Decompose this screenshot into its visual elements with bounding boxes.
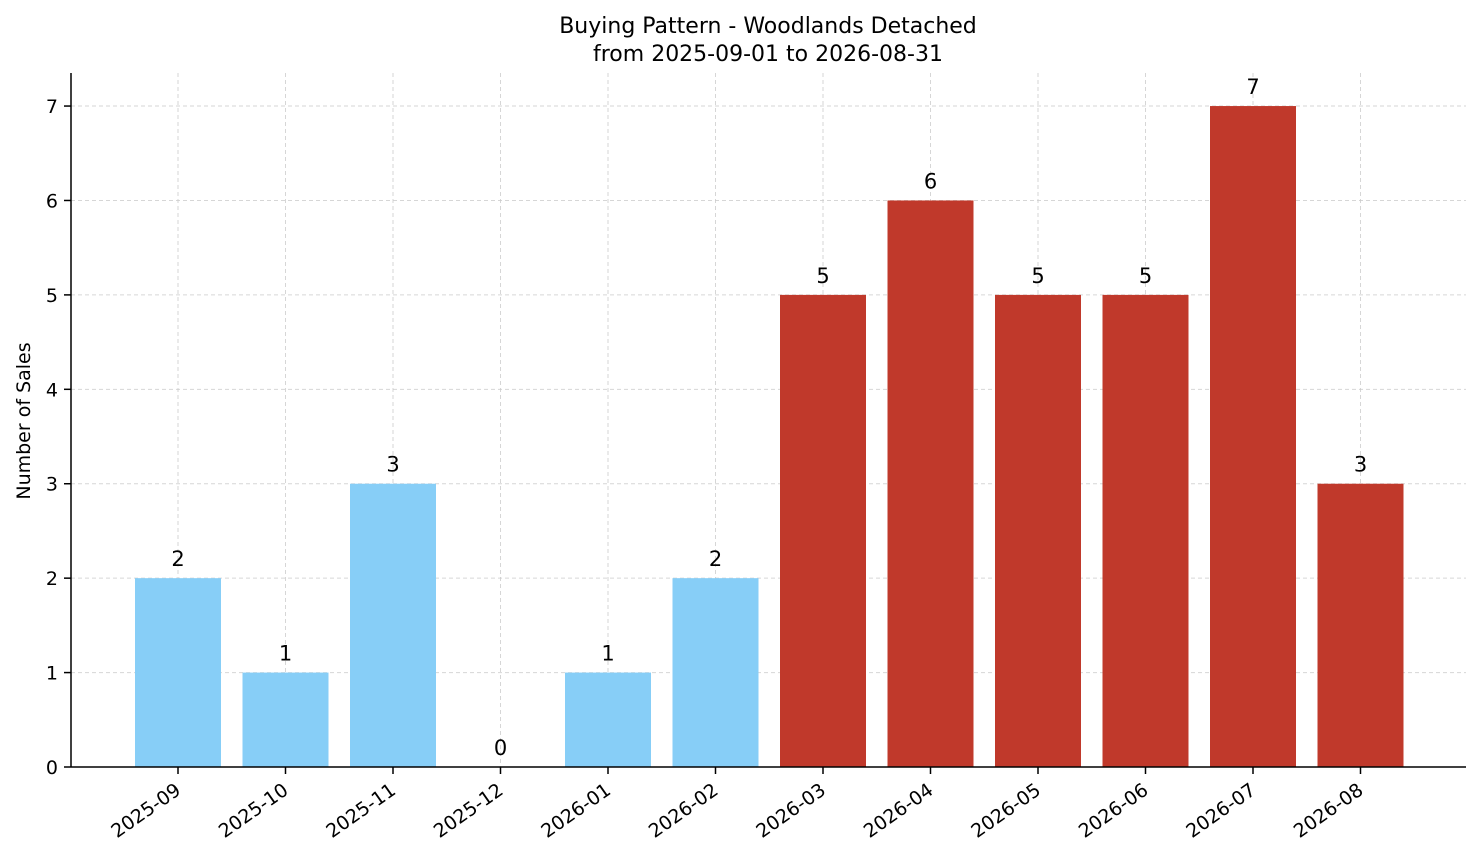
bar (672, 578, 759, 767)
x-tick-label: 2026-01 (537, 779, 615, 843)
x-tick-label: 2025-09 (107, 779, 185, 843)
bar (350, 483, 436, 767)
y-tick-label: 4 (46, 379, 58, 401)
bar (1102, 294, 1189, 767)
x-tick-label: 2025-12 (430, 779, 508, 843)
bar-value-label: 5 (1139, 264, 1152, 288)
bar (135, 578, 221, 767)
bar-value-label: 2 (171, 547, 184, 571)
bar (1210, 106, 1296, 768)
bar-value-label: 2 (709, 547, 722, 571)
bar-value-label: 3 (1354, 453, 1367, 477)
y-tick-label: 3 (46, 474, 58, 496)
x-tick-label: 2026-08 (1290, 779, 1368, 843)
chart-title: Buying Pattern - Woodlands Detached (559, 14, 977, 39)
y-tick-label: 5 (46, 285, 58, 307)
x-tick-label: 2026-03 (752, 779, 830, 843)
y-tick-label: 6 (46, 190, 58, 212)
y-tick-label: 2 (46, 568, 58, 590)
bar (780, 294, 866, 767)
bars (135, 106, 1404, 768)
x-tick-label: 2026-07 (1182, 779, 1260, 843)
y-axis-label: Number of Sales (13, 342, 35, 499)
x-tick-label: 2026-02 (645, 779, 723, 843)
x-tick-label: 2026-05 (967, 779, 1045, 843)
bar-value-label: 3 (386, 453, 399, 477)
bar-value-label: 5 (1031, 264, 1044, 288)
bar-value-label: 5 (816, 264, 829, 288)
x-tick-label: 2025-11 (322, 779, 400, 843)
bar-value-label: 1 (279, 642, 292, 666)
x-tick-label: 2026-06 (1075, 779, 1153, 843)
bar (242, 672, 329, 767)
bar-value-label: 6 (924, 169, 937, 193)
x-tick-label: 2026-04 (860, 779, 938, 843)
bar (995, 294, 1081, 767)
bar-value-label: 1 (601, 642, 614, 666)
bar (565, 672, 651, 767)
bar-value-label: 7 (1246, 75, 1259, 99)
y-tick-label: 1 (46, 663, 58, 685)
y-tick-label: 0 (46, 757, 58, 779)
bar (887, 200, 974, 768)
bar (1317, 483, 1404, 767)
data-labels: 2 1 3 0 1 2 5 6 5 5 7 3 (171, 75, 1367, 760)
bar-value-label: 0 (494, 736, 507, 760)
x-tick-label: 2025-10 (215, 779, 293, 843)
y-tick-label: 7 (46, 96, 58, 118)
chart-subtitle: from 2025-09-01 to 2026-08-31 (593, 42, 943, 67)
